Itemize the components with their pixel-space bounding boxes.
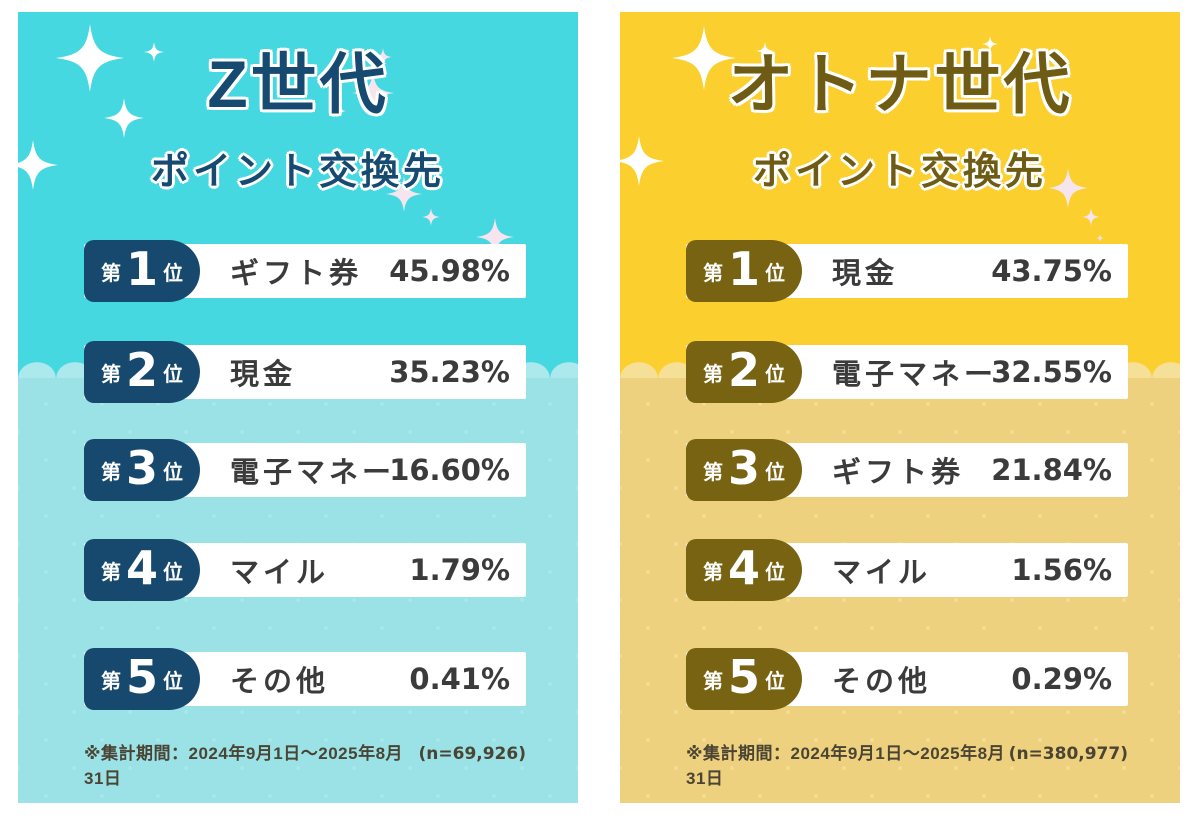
rank-badge: 第 1 位: [84, 240, 200, 302]
rank-number: 2: [727, 343, 760, 397]
rank-number: 1: [727, 242, 760, 296]
survey-period-note: ※集計期間：2024年9月1日～2025年8月31日: [84, 744, 404, 788]
rank-suffix: 位: [765, 561, 785, 584]
panel-solid-header-background: [18, 12, 578, 378]
rank-badge: 第 2 位: [84, 341, 200, 403]
rank-badge: 第 4 位: [686, 539, 802, 601]
panel-footer: ※集計期間：2024年9月1日～2025年8月31日 (n=69,926): [84, 739, 526, 789]
rank-item-label: 現金: [230, 359, 297, 391]
rank-prefix: 第: [100, 561, 121, 584]
rank-number: 4: [125, 541, 158, 595]
page-title: Z世代: [207, 47, 389, 121]
rank-row: 第 1 位 現金 43.75%: [686, 240, 1128, 302]
rank-suffix: 位: [163, 363, 183, 386]
rank-number: 1: [125, 242, 158, 296]
rank-item-value: 0.29%: [1011, 662, 1112, 696]
rank-badge: 第 1 位: [686, 240, 802, 302]
rank-prefix: 第: [702, 262, 723, 285]
rank-suffix: 位: [163, 262, 183, 285]
rank-number: 3: [727, 441, 760, 495]
rank-item-label: 現金: [832, 258, 899, 290]
sample-size: (n=380,977): [1008, 744, 1128, 764]
rank-prefix: 第: [100, 262, 121, 285]
rank-number: 5: [125, 650, 158, 704]
rank-row: 第 2 位 電子マネー 32.55%: [686, 341, 1128, 403]
rank-prefix: 第: [702, 461, 723, 484]
rank-prefix: 第: [100, 363, 121, 386]
rank-row: 第 3 位 ギフト券 21.84%: [686, 439, 1128, 501]
rank-prefix: 第: [702, 363, 723, 386]
rank-item-value: 32.55%: [991, 355, 1112, 389]
panel-otona: オトナ世代 ポイント交換先 第 1 位 現金 43.75% 第 2 位: [620, 12, 1180, 803]
rank-row: 第 1 位 ギフト券 45.98%: [84, 240, 526, 302]
rank-list: 第 1 位 ギフト券 45.98% 第 2 位 現金 35.23%: [18, 12, 578, 803]
rank-prefix: 第: [100, 461, 121, 484]
rank-prefix: 第: [702, 670, 723, 693]
rank-prefix: 第: [100, 670, 121, 693]
rank-item-label: マイル: [832, 557, 932, 589]
rank-item-label: その他: [832, 666, 932, 698]
rank-suffix: 位: [765, 363, 785, 386]
rank-list: 第 1 位 現金 43.75% 第 2 位 電子マネー 32.55%: [620, 12, 1180, 803]
survey-period-note: ※集計期間：2024年9月1日～2025年8月31日: [686, 744, 1006, 788]
rank-item-value: 45.98%: [389, 254, 510, 288]
rank-row: 第 2 位 現金 35.23%: [84, 341, 526, 403]
page-title: オトナ世代: [727, 47, 1073, 121]
rank-row: 第 4 位 マイル 1.56%: [686, 539, 1128, 601]
rank-suffix: 位: [163, 670, 183, 693]
rank-badge: 第 5 位: [84, 648, 200, 710]
panel-solid-header-background: [620, 12, 1180, 378]
rank-suffix: 位: [765, 262, 785, 285]
rank-badge: 第 2 位: [686, 341, 802, 403]
rank-item-value: 1.56%: [1011, 553, 1112, 587]
rank-prefix: 第: [702, 561, 723, 584]
rank-item-value: 43.75%: [991, 254, 1112, 288]
rank-row: 第 5 位 その他 0.41%: [84, 648, 526, 710]
rank-number: 3: [125, 441, 158, 495]
rank-item-label: ギフト券: [832, 457, 965, 489]
page-subtitle: ポイント交換先: [150, 151, 445, 193]
rank-badge: 第 4 位: [84, 539, 200, 601]
panel-gen-z: Z世代 ポイント交換先 第 1 位 ギフト券 45.98% 第 2 位: [18, 12, 578, 803]
rank-item-label: 電子マネー: [230, 457, 396, 489]
page-subtitle: ポイント交換先: [752, 151, 1047, 193]
rank-suffix: 位: [163, 561, 183, 584]
rank-row: 第 3 位 電子マネー 16.60%: [84, 439, 526, 501]
sample-size: (n=69,926): [418, 744, 527, 764]
rank-badge: 第 3 位: [84, 439, 200, 501]
rank-suffix: 位: [765, 461, 785, 484]
rank-item-value: 1.79%: [409, 553, 510, 587]
rank-suffix: 位: [163, 461, 183, 484]
panel-footer: ※集計期間：2024年9月1日～2025年8月31日 (n=380,977): [686, 739, 1128, 789]
rank-item-label: マイル: [230, 557, 330, 589]
rank-row: 第 5 位 その他 0.29%: [686, 648, 1128, 710]
rank-item-value: 16.60%: [389, 453, 510, 487]
rank-number: 5: [727, 650, 760, 704]
rank-row: 第 4 位 マイル 1.79%: [84, 539, 526, 601]
rank-suffix: 位: [765, 670, 785, 693]
rank-number: 4: [727, 541, 760, 595]
rank-item-label: 電子マネー: [832, 359, 998, 391]
rank-item-label: ギフト券: [230, 258, 363, 290]
rank-badge: 第 5 位: [686, 648, 802, 710]
rank-badge: 第 3 位: [686, 439, 802, 501]
rank-item-label: その他: [230, 666, 330, 698]
rank-item-value: 0.41%: [409, 662, 510, 696]
rank-item-value: 35.23%: [389, 355, 510, 389]
rank-number: 2: [125, 343, 158, 397]
rank-item-value: 21.84%: [991, 453, 1112, 487]
